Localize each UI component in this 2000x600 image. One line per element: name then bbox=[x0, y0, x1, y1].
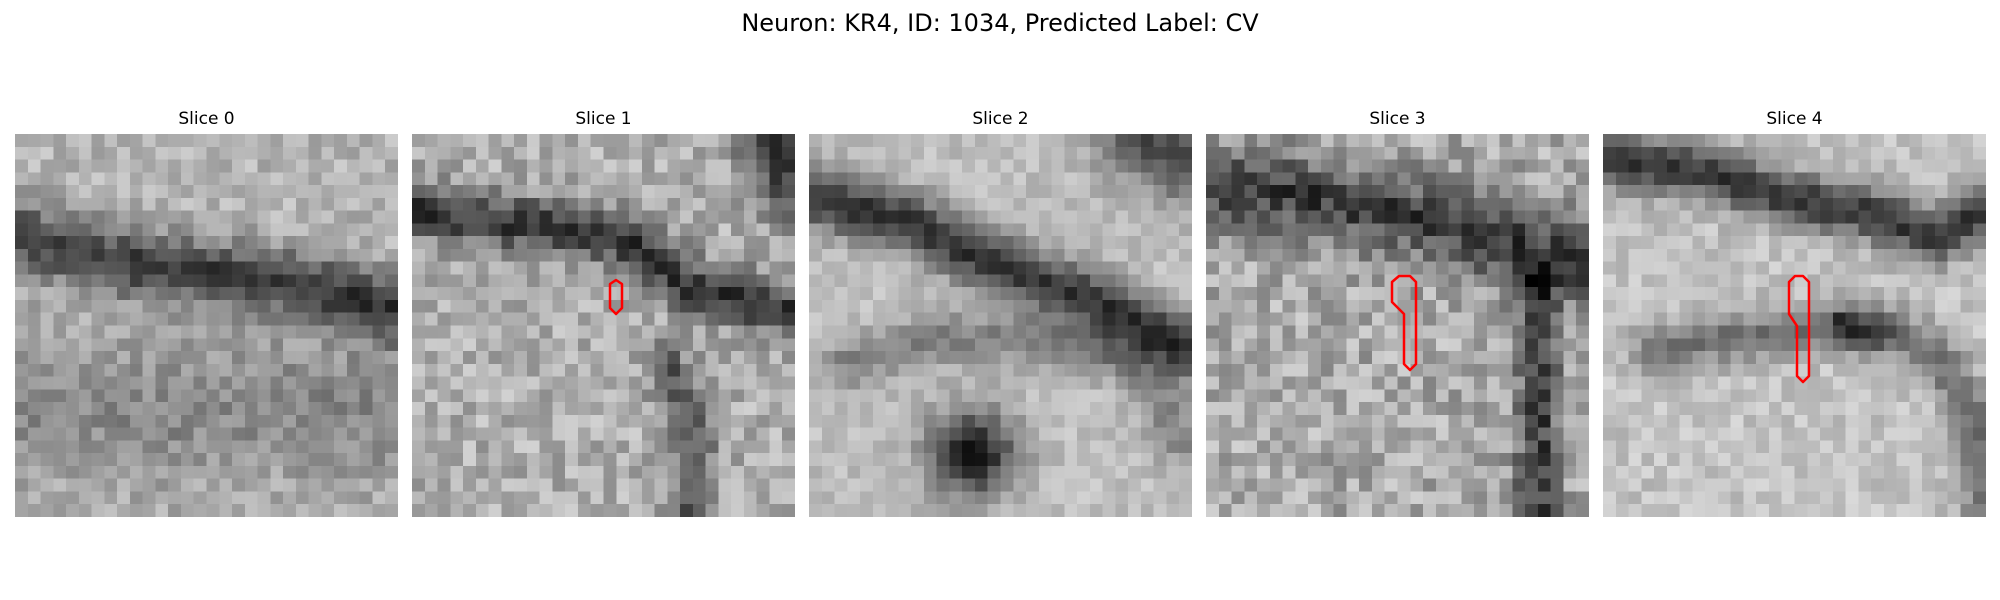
slice-title: Slice 0 bbox=[178, 109, 235, 129]
contour-outline bbox=[1390, 274, 1418, 372]
slice-title: Slice 4 bbox=[1766, 109, 1823, 129]
slice-title: Slice 3 bbox=[1369, 109, 1426, 129]
contour-outline bbox=[608, 278, 624, 316]
slice-panel-4: Slice 4 bbox=[1603, 108, 1986, 517]
microscopy-slice-canvas bbox=[15, 134, 398, 517]
slice-image bbox=[1603, 134, 1986, 517]
microscopy-slice-canvas bbox=[809, 134, 1192, 517]
segmentation-contour bbox=[608, 278, 624, 316]
slice-title: Slice 2 bbox=[972, 109, 1029, 129]
slice-image bbox=[412, 134, 795, 517]
contour-outline bbox=[1787, 274, 1811, 384]
slice-image bbox=[809, 134, 1192, 517]
slice-image bbox=[1206, 134, 1589, 517]
segmentation-contour bbox=[1787, 274, 1811, 384]
slice-panel-2: Slice 2 bbox=[809, 108, 1192, 517]
microscopy-slice-canvas bbox=[1206, 134, 1589, 517]
slice-panel-1: Slice 1 bbox=[412, 108, 795, 517]
slice-image bbox=[15, 134, 398, 517]
slice-panel-3: Slice 3 bbox=[1206, 108, 1589, 517]
segmentation-contour bbox=[1390, 274, 1418, 372]
microscopy-slice-canvas bbox=[1603, 134, 1986, 517]
slice-panel-0: Slice 0 bbox=[15, 108, 398, 517]
slice-title: Slice 1 bbox=[575, 109, 632, 129]
figure-title: Neuron: KR4, ID: 1034, Predicted Label: … bbox=[741, 9, 1259, 37]
microscopy-slice-canvas bbox=[412, 134, 795, 517]
